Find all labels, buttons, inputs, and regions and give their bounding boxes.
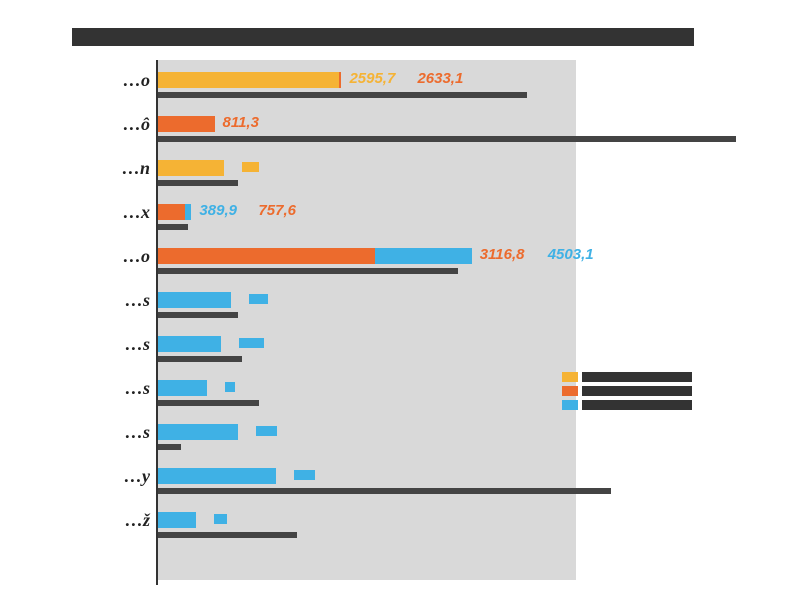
category-label: …o <box>123 70 150 91</box>
data-label: 811,3 <box>223 114 259 131</box>
legend-swatch <box>562 400 578 410</box>
bar-segment-dark <box>158 312 238 318</box>
bar-segment <box>158 380 207 396</box>
legend-label-redacted <box>582 400 692 410</box>
bar-segment <box>158 72 339 88</box>
bar-segment-secondary <box>249 294 268 304</box>
bar-segment <box>158 336 221 352</box>
legend-item <box>562 370 692 384</box>
bar-segment <box>339 72 342 88</box>
category-label: …y <box>124 466 150 487</box>
bar-segment <box>158 116 215 132</box>
bar-segment <box>158 468 276 484</box>
category-label: …n <box>122 158 150 179</box>
bar-segment <box>185 204 191 220</box>
category-label: …s <box>125 422 150 443</box>
bar-segment-dark <box>158 356 242 362</box>
data-label: 3116,8 <box>480 246 525 263</box>
bar-segment <box>375 248 472 264</box>
bar-segment-secondary <box>242 162 259 172</box>
data-label: 389,9 <box>199 202 237 219</box>
data-label: 4503,1 <box>548 246 594 263</box>
chart-root: …o 2595,7 2633,1 …ô 811,3 …n …x 389,9 757,6 …o 311… <box>0 0 791 600</box>
bar-segment <box>158 292 231 308</box>
category-label: …o <box>123 246 150 267</box>
legend-label-redacted <box>582 386 692 396</box>
bar-segment <box>158 160 224 176</box>
bar-segment <box>158 424 238 440</box>
bar-segment-dark <box>158 224 188 230</box>
bar-segment-secondary <box>214 514 227 524</box>
legend-swatch <box>562 372 578 382</box>
category-label: …x <box>123 202 150 223</box>
bar-segment-dark <box>158 532 297 538</box>
category-label: …s <box>125 378 150 399</box>
legend-swatch <box>562 386 578 396</box>
category-label: …s <box>125 334 150 355</box>
bar-segment-dark <box>158 488 611 494</box>
bar-segment-secondary <box>256 426 277 436</box>
bar-segment-dark <box>158 180 238 186</box>
bar-segment-dark <box>158 136 736 142</box>
legend-item <box>562 384 692 398</box>
bar-segment-dark <box>158 444 181 450</box>
legend-item <box>562 398 692 412</box>
bar-segment-secondary <box>225 382 235 392</box>
bar-segment <box>158 204 185 220</box>
bar-segment-dark <box>158 268 458 274</box>
bar-segment-secondary <box>239 338 264 348</box>
data-label: 757,6 <box>258 202 296 219</box>
bar-segment-secondary <box>294 470 315 480</box>
bar-segment-dark <box>158 400 259 406</box>
legend-label-redacted <box>582 372 692 382</box>
title-bar <box>72 28 694 46</box>
category-label: …ž <box>125 510 150 531</box>
category-label: …s <box>125 290 150 311</box>
bar-segment <box>158 248 375 264</box>
category-label: …ô <box>123 114 150 135</box>
data-label: 2633,1 <box>417 70 463 87</box>
data-label: 2595,7 <box>349 70 395 87</box>
bar-segment <box>158 512 196 528</box>
bar-segment-dark <box>158 92 527 98</box>
legend <box>562 370 692 412</box>
